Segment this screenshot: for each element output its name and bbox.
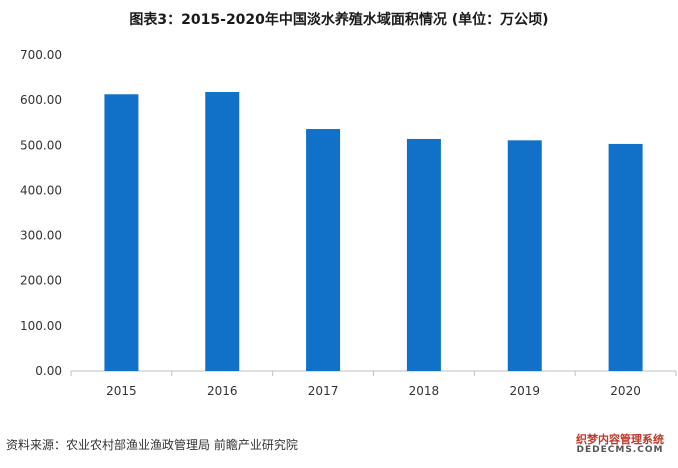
x-tick-label: 2018 [409,384,440,398]
y-tick-label: 400.00 [20,183,62,197]
y-tick-label: 500.00 [20,138,62,152]
watermark-stamp: 织梦内容管理系统 DEDECMS.COM [566,433,674,456]
watermark-line2: DEDECMS.COM [576,445,664,456]
bars [104,92,643,371]
source-note: 资料来源：农业农村部渔业渔政管理局 前瞻产业研究院 [6,438,298,452]
y-tick-label: 700.00 [20,48,62,62]
bar-2020 [608,143,643,371]
y-tick-label: 300.00 [20,229,62,243]
y-axis-ticks: 0.00 100.00 200.00 300.00 400.00 500.00 600.00… [20,48,62,378]
x-tick-label: 2016 [207,384,238,398]
bar-2019 [507,140,542,371]
y-tick-label: 0.00 [35,364,62,378]
x-tick-label: 2019 [509,384,540,398]
bar-2016 [205,92,240,371]
bar-chart: 0.00 100.00 200.00 300.00 400.00 500.00 600.00… [20,48,677,398]
bar-2015 [104,94,139,371]
y-tick-label: 600.00 [20,93,62,107]
x-tick-label: 2017 [308,384,339,398]
watermark-line1: 织梦内容管理系统 [576,433,664,446]
x-tick-label: 2015 [106,384,137,398]
bar-2017 [306,129,341,371]
chart-title: 图表3：2015-2020年中国淡水养殖水域面积情况 (单位：万公顷) [129,12,549,28]
bar-2018 [406,138,441,371]
y-tick-label: 100.00 [20,319,62,333]
y-tick-label: 200.00 [20,274,62,288]
x-axis-ticks: 2015 2016 2017 2018 2019 2020 [106,384,641,398]
x-tick-label: 2020 [610,384,641,398]
x-axis-tick-marks [70,371,677,376]
